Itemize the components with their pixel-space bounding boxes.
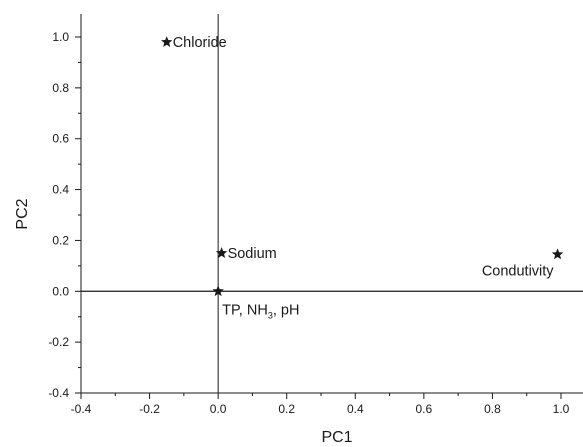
x-tick-label: -0.2 bbox=[139, 402, 160, 416]
point-label: Condutivity bbox=[482, 263, 554, 279]
x-tick-label: 0.8 bbox=[484, 402, 501, 416]
plot-frame bbox=[80, 14, 583, 394]
point-label: TP, NH3, pH bbox=[222, 302, 299, 320]
y-tick-label: 1.0 bbox=[52, 30, 69, 44]
data-point-star bbox=[551, 248, 564, 260]
data-point-star bbox=[215, 247, 228, 258]
point-label: Sodium bbox=[228, 246, 277, 262]
data-points: Chloride Sodium Condutivity TP, NH3, pH bbox=[161, 35, 564, 320]
x-tick-label: 0.6 bbox=[416, 402, 433, 416]
x-axis-title: PC1 bbox=[321, 429, 352, 446]
y-axis-ticks: -0.4 -0.2 0.0 0.2 0.4 0.6 0.8 1.0 bbox=[48, 30, 81, 400]
data-point-star bbox=[161, 36, 173, 47]
y-tick-label: 0.2 bbox=[52, 233, 69, 247]
data-point-star bbox=[212, 285, 224, 297]
y-tick-label: -0.4 bbox=[48, 386, 69, 400]
y-tick-label: 0.8 bbox=[52, 81, 69, 95]
y-axis-title: PC2 bbox=[14, 198, 31, 229]
y-tick-label: 0.0 bbox=[52, 284, 69, 298]
point-label: Chloride bbox=[173, 35, 227, 51]
x-tick-label: -0.4 bbox=[71, 402, 92, 416]
x-axis-ticks: -0.4 -0.2 0.0 0.2 0.4 0.6 0.8 1.0 bbox=[71, 393, 570, 416]
x-tick-label: 0.2 bbox=[278, 402, 295, 416]
x-tick-label: 0.0 bbox=[210, 402, 227, 416]
reference-lines bbox=[81, 14, 583, 393]
y-tick-label: 0.6 bbox=[52, 132, 69, 146]
x-tick-label: 0.4 bbox=[347, 402, 364, 416]
x-tick-label: 1.0 bbox=[553, 402, 570, 416]
y-tick-label: 0.4 bbox=[52, 183, 69, 197]
y-tick-label: -0.2 bbox=[48, 335, 69, 349]
